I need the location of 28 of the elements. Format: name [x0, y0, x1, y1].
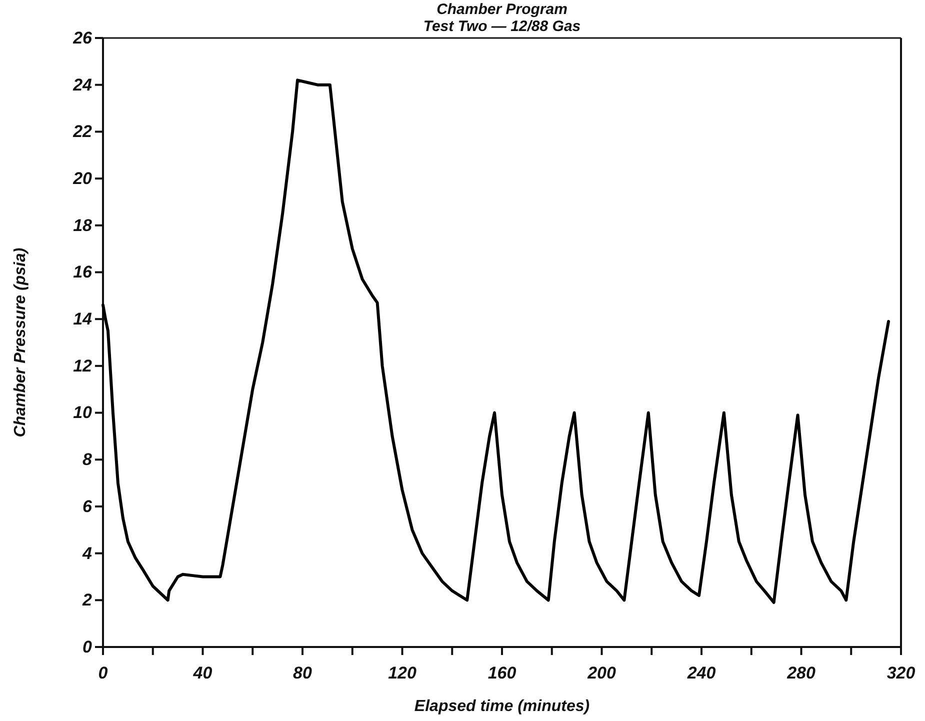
y-tick-label: 4: [82, 544, 93, 563]
y-tick-label: 18: [73, 216, 93, 235]
line-series: [102, 78, 890, 604]
y-tick-label: 6: [82, 496, 93, 516]
x-tick-label: 320: [886, 663, 916, 682]
x-axis-title: Elapsed time (minutes): [414, 698, 590, 715]
y-tick-label: 2: [82, 590, 93, 610]
y-tick-label: 20: [72, 168, 93, 188]
y-tick-label: 12: [73, 356, 93, 376]
x-tick-label: 240: [686, 663, 716, 682]
x-tick-label: 160: [488, 663, 517, 682]
y-tick-label: 14: [73, 310, 93, 329]
y-tick-label: 0: [82, 637, 93, 656]
x-tick-label: 0: [98, 663, 108, 682]
y-tick-label: 22: [72, 122, 93, 142]
x-tick-label: 200: [586, 663, 616, 682]
y-axis-title: Chamber Pressure (psia): [12, 248, 29, 438]
chart-title: Chamber Program: [436, 1, 568, 18]
x-tick-label: 120: [388, 663, 417, 682]
x-tick-label: 280: [786, 663, 816, 682]
y-tick-label: 10: [73, 403, 93, 422]
y-tick-label: 24: [72, 75, 93, 94]
y-tick-label: 8: [82, 450, 93, 470]
y-tick-label: 16: [73, 262, 93, 282]
x-tick-label: 40: [192, 663, 213, 682]
chart-subtitle: Test Two — 12/88 Gas: [423, 18, 581, 35]
y-tick-label: 26: [72, 28, 93, 48]
x-tick-label: 80: [293, 663, 312, 682]
